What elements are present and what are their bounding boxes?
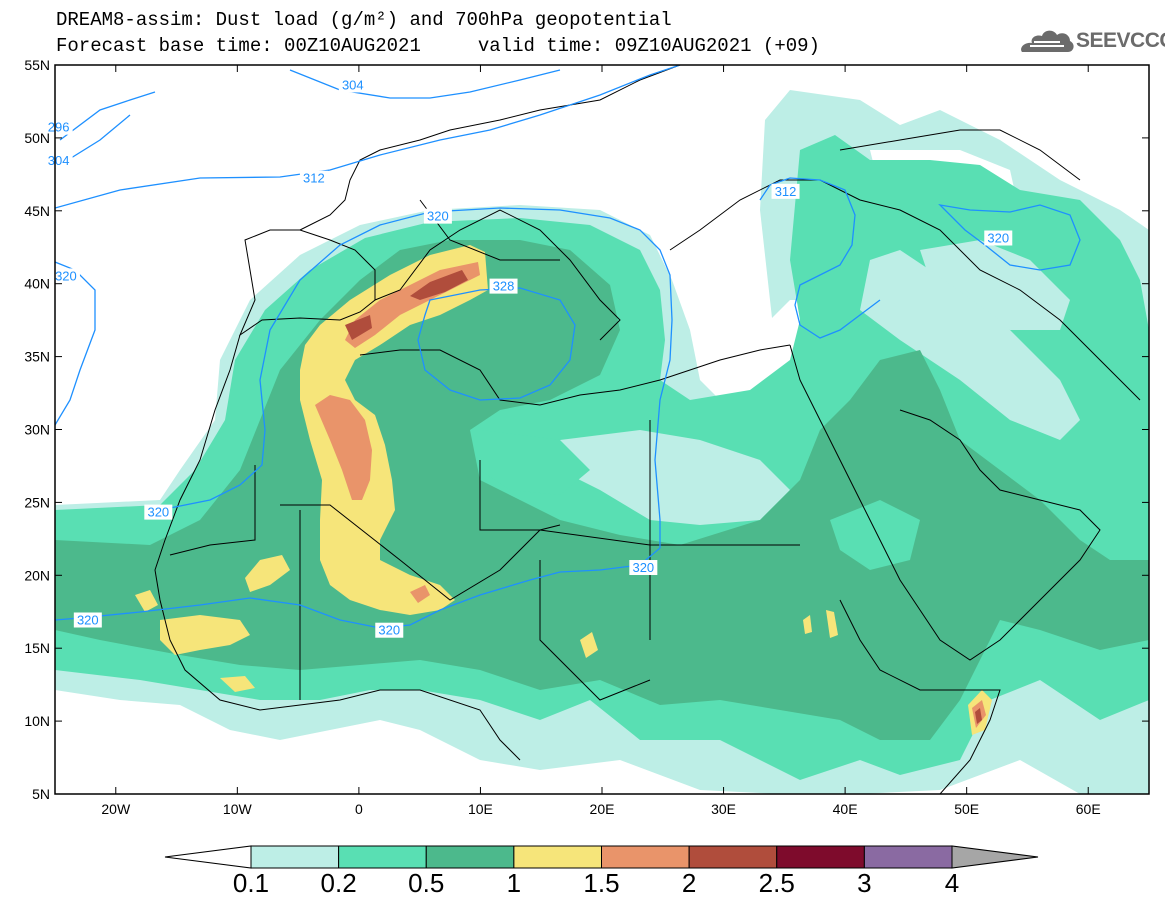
colorbar-label: 0.1 (233, 868, 269, 898)
colorbar-label: 0.5 (408, 868, 444, 898)
lat-tick-label: 50N (24, 130, 50, 146)
contour-label: 312 (775, 184, 797, 199)
contour-label-bg (423, 208, 452, 224)
colorbar-segment (776, 845, 865, 869)
lat-tick-label: 40N (24, 276, 50, 292)
lon-tick-label: 0 (355, 801, 363, 817)
colorbar-segment (425, 845, 515, 869)
contour-label: 320 (378, 623, 400, 638)
colorbar-under-triangle (164, 845, 252, 869)
contour-label: 320 (427, 209, 449, 224)
colorbar: 0.1 0.2 0.5 1 1.5 2 2.5 3 4 (164, 845, 1039, 898)
lat-tick-label: 10N (24, 713, 50, 729)
lat-tick-label: 45N (24, 203, 50, 219)
colorbar-label: 3 (857, 868, 871, 898)
contour-label: 320 (632, 560, 654, 575)
contour-label: 320 (987, 231, 1009, 246)
colorbar-label: 2 (682, 868, 696, 898)
contour-label-bg (629, 560, 658, 576)
contour-label-group: 304 296 304 312 320 312 320 320 328 320 320 320 320 (44, 77, 1013, 638)
contour-label: 328 (493, 279, 515, 294)
colorbar-label: 1 (507, 868, 521, 898)
lat-tick-label: 25N (24, 494, 50, 510)
contour-label-bg (984, 230, 1013, 246)
lon-tick-label: 20E (590, 801, 615, 817)
lat-tick-label: 15N (24, 640, 50, 656)
colorbar-segment (601, 845, 690, 869)
lat-tick-label: 55N (24, 57, 50, 73)
lon-tick-label: 40E (833, 801, 858, 817)
lon-tick-label: 10W (223, 801, 253, 817)
colorbar-segment (513, 845, 602, 869)
lon-tick-label: 50E (954, 801, 979, 817)
colorbar-over-triangle (951, 845, 1039, 869)
contour-label: 320 (55, 268, 77, 283)
colorbar-segment (250, 845, 340, 869)
contour-label-bg (489, 278, 518, 294)
contour-label: 296 (48, 120, 70, 135)
contour-label-bg (44, 119, 73, 135)
lat-tick-label: 5N (32, 786, 50, 802)
seevccc-logo-text: SEEVCCC (1076, 29, 1165, 52)
colorbar-label: 0.2 (321, 868, 357, 898)
contour-label: 304 (48, 153, 70, 168)
lat-tick-label: 20N (24, 567, 50, 583)
contour-label-bg (51, 268, 80, 284)
coastlines (154, 65, 1141, 794)
colorbar-segment (863, 845, 953, 869)
contour-label-bg (144, 504, 173, 520)
lat-tick-label: 30N (24, 422, 50, 438)
lon-tick-label: 20W (101, 801, 131, 817)
colorbar-segment (688, 845, 778, 869)
colorbar-label: 4 (945, 868, 959, 898)
contour-label-bg (338, 77, 367, 93)
longitude-axis: 20W 10W 0 10E 20E 30E 40E 50E 60E (101, 65, 1101, 817)
cloud-logo-icon (1021, 30, 1074, 52)
contour-label: 320 (147, 505, 169, 520)
latitude-axis: 55N 50N 45N 40N 35N 30N 25N 20N 15N 10N 5N (24, 57, 1149, 802)
lon-tick-label: 10E (468, 801, 493, 817)
contour-label-bg (771, 183, 800, 199)
contour-label: 304 (342, 77, 364, 92)
contour-label-bg (375, 622, 404, 638)
contour-label: 320 (77, 612, 99, 627)
lon-tick-label: 60E (1076, 801, 1101, 817)
contour-label-bg (73, 612, 102, 628)
colorbar-segment (338, 845, 427, 869)
lat-tick-label: 35N (24, 349, 50, 365)
map-title: DREAM8-assim: Dust load (g/m²) and 700hP… (56, 9, 672, 31)
colorbar-label: 2.5 (759, 868, 795, 898)
forecast-time-line: Forecast base time: 00Z10AUG2021 valid t… (56, 35, 820, 57)
dust-area-2 (410, 270, 468, 300)
contour-label-bg (299, 170, 328, 186)
lon-tick-label: 30E (711, 801, 736, 817)
contour-label-bg (44, 153, 73, 169)
contour-label: 312 (303, 171, 325, 186)
colorbar-label: 1.5 (583, 868, 619, 898)
